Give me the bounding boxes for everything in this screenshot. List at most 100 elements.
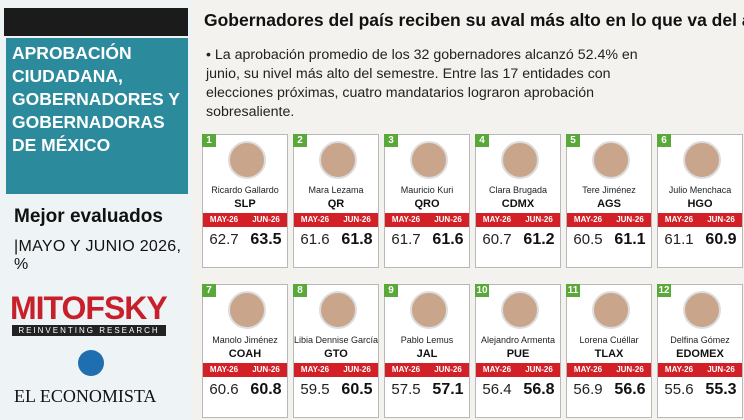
column-header-bar: MAY-26 JUN-26 <box>658 363 742 377</box>
jun-value: 60.9 <box>705 231 737 248</box>
column-header-bar: MAY-26 JUN-26 <box>203 213 287 227</box>
governor-card: 10 Alejandro Armenta PUE MAY-26 JUN-26 56.4 56… <box>475 284 561 418</box>
state-code: QR <box>327 198 345 210</box>
jun-value: 61.8 <box>341 231 373 248</box>
jun-value: 63.5 <box>250 231 282 248</box>
column-label: MAY-26 <box>391 215 421 224</box>
column-label: JUN-26 <box>343 215 371 224</box>
column-label: MAY-26 <box>391 365 421 374</box>
governor-name: Pablo Lemus <box>400 335 454 345</box>
governor-card: 1 Ricardo Gallardo SLP MAY-26 JUN-26 62.7 63.5 <box>202 134 288 268</box>
column-header-bar: MAY-26 JUN-26 <box>294 213 378 227</box>
column-header-bar: MAY-26 JUN-26 <box>658 213 742 227</box>
state-code: AGS <box>597 198 621 210</box>
governor-card: 3 Mauricio Kuri QRO MAY-26 JUN-26 61.7 61.6 <box>384 134 470 268</box>
may-value: 56.4 <box>482 381 512 398</box>
rank-badge: 9 <box>384 284 398 297</box>
portrait <box>228 291 266 329</box>
column-header-bar: MAY-26 JUN-26 <box>385 363 469 377</box>
rank-badge: 7 <box>202 284 216 297</box>
portrait <box>501 141 539 179</box>
sidebar-title: APROBACIÓN CIUDADANA, GOBERNADORES Y GOB… <box>6 38 188 194</box>
portrait <box>592 141 630 179</box>
portrait <box>410 141 448 179</box>
column-label: JUN-26 <box>707 365 735 374</box>
brand-tagline: REINVENTING RESEARCH <box>12 325 166 336</box>
column-header-bar: MAY-26 JUN-26 <box>476 363 560 377</box>
column-header-bar: MAY-26 JUN-26 <box>476 213 560 227</box>
governor-name: Delfina Gómez <box>670 335 730 345</box>
state-code: JAL <box>416 348 438 360</box>
portrait <box>319 141 357 179</box>
governor-card: 9 Pablo Lemus JAL MAY-26 JUN-26 57.5 57.1 <box>384 284 470 418</box>
portrait <box>228 141 266 179</box>
governor-name: Clara Brugada <box>488 185 548 195</box>
column-label: JUN-26 <box>343 365 371 374</box>
state-code: SLP <box>234 198 256 210</box>
state-code: CDMX <box>501 198 535 210</box>
column-header-bar: MAY-26 JUN-26 <box>294 363 378 377</box>
column-label: JUN-26 <box>616 365 644 374</box>
column-label: JUN-26 <box>616 215 644 224</box>
portrait <box>592 291 630 329</box>
state-code: QRO <box>414 198 440 210</box>
may-value: 61.1 <box>664 231 694 248</box>
column-label: MAY-26 <box>300 365 330 374</box>
column-label: JUN-26 <box>252 215 280 224</box>
portrait <box>683 291 721 329</box>
sidebar-band <box>4 8 188 36</box>
headline: Gobernadores del país reciben su aval má… <box>204 10 744 30</box>
column-header-bar: MAY-26 JUN-26 <box>567 213 651 227</box>
sidebar: APROBACIÓN CIUDADANA, GOBERNADORES Y GOB… <box>0 0 192 420</box>
jun-value: 57.1 <box>432 381 464 398</box>
column-label: MAY-26 <box>664 365 694 374</box>
governor-name: Lorena Cuéllar <box>579 335 639 345</box>
governor-card: 6 Julio Menchaca HGO MAY-26 JUN-26 61.1 60.9 <box>657 134 743 268</box>
rank-badge: 5 <box>566 134 580 147</box>
governor-card: 2 Mara Lezama QR MAY-26 JUN-26 61.6 61.8 <box>293 134 379 268</box>
state-code: PUE <box>506 348 530 360</box>
may-value: 62.7 <box>209 231 239 248</box>
rank-badge: 3 <box>384 134 398 147</box>
rank-badge: 2 <box>293 134 307 147</box>
governor-card: 11 Lorena Cuéllar TLAX MAY-26 JUN-26 56.9 56.6 <box>566 284 652 418</box>
column-label: MAY-26 <box>482 215 512 224</box>
sidebar-period: |MAYO Y JUNIO 2026, % <box>14 238 182 273</box>
governor-card: 8 Libia Dennise García GTO MAY-26 JUN-26 59.5… <box>293 284 379 418</box>
may-value: 60.6 <box>209 381 239 398</box>
portrait <box>319 291 357 329</box>
column-label: MAY-26 <box>482 365 512 374</box>
state-code: TLAX <box>594 348 624 360</box>
may-value: 55.6 <box>664 381 694 398</box>
rank-badge: 11 <box>566 284 580 297</box>
column-label: MAY-26 <box>573 215 603 224</box>
governor-card: 5 Tere Jiménez AGS MAY-26 JUN-26 60.5 61.1 <box>566 134 652 268</box>
column-header-bar: MAY-26 JUN-26 <box>385 213 469 227</box>
governor-name: Tere Jiménez <box>582 185 636 195</box>
rank-badge: 10 <box>475 284 489 297</box>
portrait <box>683 141 721 179</box>
jun-value: 55.3 <box>705 381 737 398</box>
portrait <box>501 291 539 329</box>
publisher-logo <box>78 350 104 376</box>
column-label: MAY-26 <box>300 215 330 224</box>
may-value: 59.5 <box>300 381 330 398</box>
may-value: 61.7 <box>391 231 421 248</box>
governor-name: Mara Lezama <box>308 185 364 195</box>
column-label: MAY-26 <box>209 215 239 224</box>
column-label: JUN-26 <box>252 365 280 374</box>
may-value: 57.5 <box>391 381 421 398</box>
governor-name: Alejandro Armenta <box>480 335 556 345</box>
state-code: EDOMEX <box>676 348 724 360</box>
column-label: MAY-26 <box>209 365 239 374</box>
state-code: COAH <box>228 348 262 360</box>
jun-value: 60.5 <box>341 381 373 398</box>
governor-name: Julio Menchaca <box>668 185 732 195</box>
rank-badge: 6 <box>657 134 671 147</box>
rank-badge: 8 <box>293 284 307 297</box>
governor-card: 12 Delfina Gómez EDOMEX MAY-26 JUN-26 55.6 55.… <box>657 284 743 418</box>
summary: • La aprobación promedio de los 32 gober… <box>206 47 638 120</box>
jun-value: 56.6 <box>614 381 646 398</box>
governor-name: Ricardo Gallardo <box>211 185 279 195</box>
